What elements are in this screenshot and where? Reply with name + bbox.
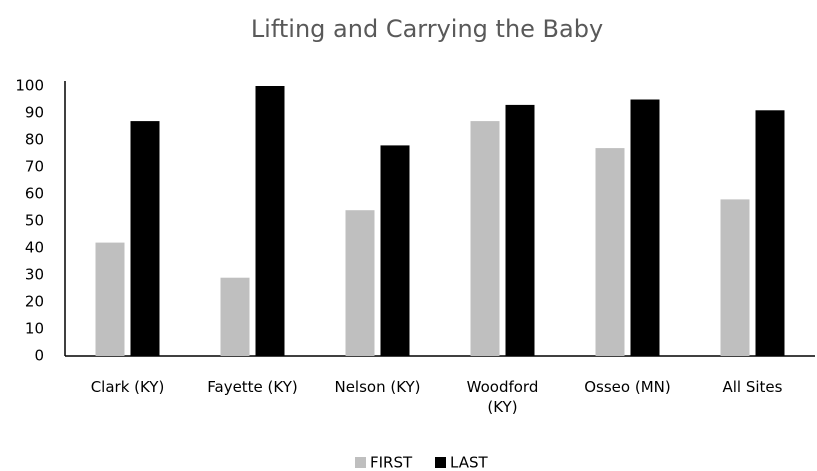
x-tick-label: Nelson (KY): [334, 378, 421, 396]
y-tick-label: 70: [25, 158, 44, 176]
x-tick-label: Osseo (MN): [584, 378, 671, 396]
y-tick-label: 90: [25, 104, 44, 122]
bar: [130, 121, 160, 356]
y-tick-label: 60: [25, 185, 44, 203]
bar: [380, 145, 410, 356]
y-tick-label: 80: [25, 131, 44, 149]
y-tick-label: 20: [25, 293, 44, 311]
bar: [255, 86, 285, 356]
legend-label: LAST: [450, 454, 488, 471]
legend-label: FIRST: [370, 454, 413, 471]
legend-swatch: [355, 457, 366, 468]
bar: [720, 199, 750, 356]
bar: [505, 104, 535, 357]
y-tick-label: 100: [15, 77, 44, 95]
x-tick-label: Woodford (KY): [466, 378, 539, 416]
x-tick-label: All Sites: [722, 378, 783, 396]
bar: [755, 110, 785, 356]
x-tick-label: Clark (KY): [90, 378, 165, 396]
y-tick-label: 50: [25, 212, 44, 230]
bar: [470, 121, 500, 356]
y-tick-label: 40: [25, 239, 44, 257]
y-tick-label: 0: [34, 347, 44, 365]
bar: [630, 99, 660, 356]
legend-swatch: [435, 457, 446, 468]
bar: [95, 242, 125, 356]
x-tick-label: Fayette (KY): [207, 378, 298, 396]
bar: [595, 148, 625, 356]
bar: [220, 277, 250, 356]
y-tick-label: 10: [25, 320, 44, 338]
y-tick-label: 30: [25, 266, 44, 284]
bar: [345, 210, 375, 356]
chart-title: Lifting and Carrying the Baby: [251, 15, 603, 43]
